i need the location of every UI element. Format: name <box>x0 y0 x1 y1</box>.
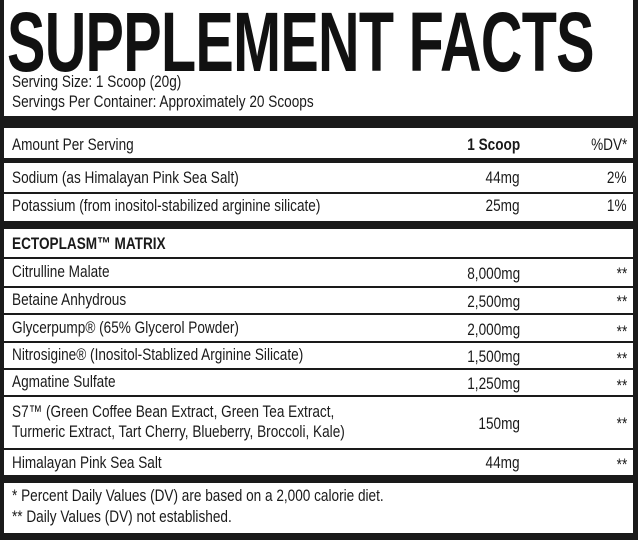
divider <box>4 448 633 450</box>
ingredient-dv: ** <box>616 455 627 474</box>
ingredient-name: Nitrosigine® (Inositol-Stablized Arginin… <box>12 345 304 364</box>
nutrient-name: Sodium (as Himalayan Pink Sea Salt) <box>12 168 239 187</box>
ingredient-amount: 44mg <box>485 453 520 472</box>
ingredient-name-line2: Turmeric Extract, Tart Cherry, Blueberry… <box>12 422 345 441</box>
divider <box>4 192 633 194</box>
ingredient-name: Himalayan Pink Sea Salt <box>12 453 162 472</box>
divider <box>4 257 633 259</box>
ingredient-name: Agmatine Sulfate <box>12 372 116 391</box>
divider <box>4 368 633 370</box>
ingredient-name: S7™ (Green Coffee Bean Extract, Green Te… <box>12 402 335 421</box>
ingredient-amount: 1,500mg <box>467 347 520 366</box>
ingredient-amount: 2,000mg <box>467 320 520 339</box>
divider <box>4 286 633 288</box>
divider <box>4 341 633 343</box>
divider-thick <box>4 221 633 229</box>
footnote: ** Daily Values (DV) not established. <box>12 507 232 526</box>
label-title: SUPPLEMENT FACTS <box>7 0 595 89</box>
header-label: Amount Per Serving <box>12 135 134 154</box>
header-dv: %DV* <box>590 135 627 154</box>
ingredient-name: Betaine Anhydrous <box>12 290 127 309</box>
ingredient-amount: 1,250mg <box>467 374 520 393</box>
ingredient-dv: ** <box>616 376 627 395</box>
ingredient-dv: ** <box>616 349 627 368</box>
ingredient-dv: ** <box>616 292 627 311</box>
divider <box>4 313 633 315</box>
nutrient-dv: 2% <box>607 168 627 187</box>
divider <box>4 395 633 397</box>
ingredient-dv: ** <box>616 414 627 433</box>
ingredient-amount: 8,000mg <box>467 264 520 283</box>
serving-size: Serving Size: 1 Scoop (20g) <box>12 72 182 91</box>
ingredient-name: Citrulline Malate <box>12 262 110 281</box>
ingredient-amount: 150mg <box>478 414 520 433</box>
divider-thick <box>4 116 633 128</box>
footnote: * Percent Daily Values (DV) are based on… <box>12 486 384 505</box>
ingredient-dv: ** <box>616 264 627 283</box>
header-amount: 1 Scoop <box>467 135 520 154</box>
matrix-title: ECTOPLASM™ MATRIX <box>12 234 166 253</box>
nutrient-name: Potassium (from inositol-stabilized argi… <box>12 196 321 215</box>
divider-thick <box>4 475 633 483</box>
nutrient-amount: 25mg <box>485 196 520 215</box>
ingredient-name: Glycerpump® (65% Glycerol Powder) <box>12 318 239 337</box>
nutrient-amount: 44mg <box>485 168 520 187</box>
ingredient-amount: 2,500mg <box>467 292 520 311</box>
ingredient-dv: ** <box>616 322 627 341</box>
divider <box>4 158 633 163</box>
nutrient-dv: 1% <box>607 196 627 215</box>
servings-per-container: Servings Per Container: Approximately 20… <box>12 92 314 111</box>
